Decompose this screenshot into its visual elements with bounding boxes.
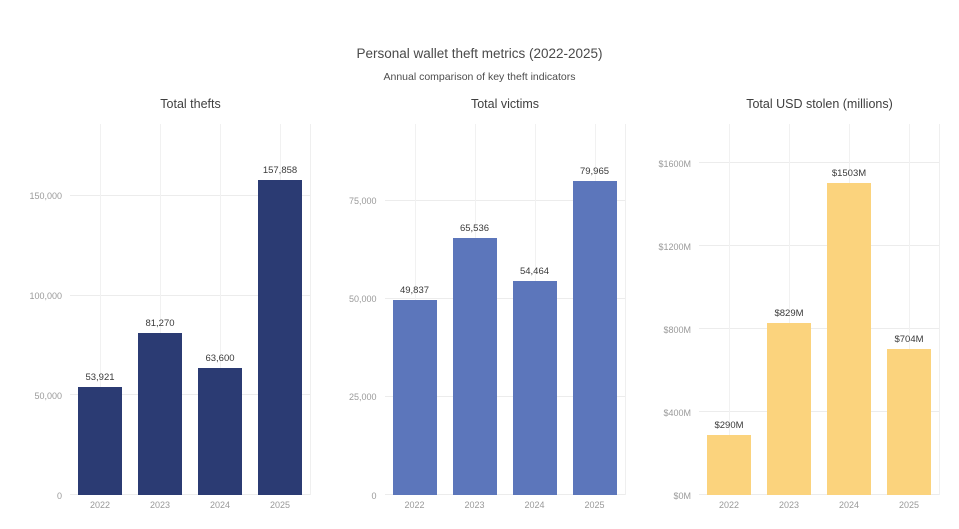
- plot-area: $0M $400M $800M $1200M $1600M $290M 2022 $829M 2…: [658, 124, 940, 510]
- x-tick-label: 2022: [718, 500, 740, 510]
- y-gridline: [699, 245, 939, 247]
- y-tick-label: 25,000: [348, 392, 377, 403]
- y-tick-label: $400M: [663, 407, 691, 418]
- bar-value-label: 54,464: [519, 266, 550, 278]
- bar-2022: [78, 387, 122, 495]
- x-gridline: [160, 124, 161, 495]
- chart-panel-total-victims: Total victims 0 25,000 50,000 75,000 49,837 2…: [333, 97, 627, 510]
- y-tick-label: 150,000: [29, 191, 62, 202]
- y-tick-label: 100,000: [29, 291, 62, 302]
- y-tick-label: 0: [56, 490, 62, 501]
- y-tick-label: 50,000: [34, 390, 62, 401]
- y-gridline: [384, 297, 625, 299]
- x-tick-label: 2025: [584, 500, 605, 510]
- bar-value-label: 157,858: [262, 165, 298, 177]
- bar-2022: [392, 299, 437, 495]
- y-gridline: [70, 194, 310, 196]
- y-tick-label: 50,000: [348, 294, 377, 305]
- x-gridline: [220, 124, 221, 495]
- bar-value-label: $704M: [894, 334, 924, 346]
- bar-2025: [258, 180, 302, 495]
- y-tick-label: 75,000: [348, 196, 377, 207]
- bar-2023: [767, 323, 811, 495]
- x-tick-label: 2024: [524, 500, 545, 510]
- bar-2025: [887, 349, 931, 495]
- y-gridline: [384, 199, 625, 201]
- y-gridline: [699, 494, 939, 495]
- y-gridline: [699, 328, 939, 330]
- figure-header: Personal wallet theft metrics (2022-2025…: [0, 0, 959, 84]
- y-tick-label: $0M: [673, 490, 691, 501]
- chart-title: Total USD stolen (millions): [746, 97, 893, 111]
- x-tick-label: 2022: [404, 500, 425, 510]
- plot-area: 0 25,000 50,000 75,000 49,837 2022 65,536 2023 5…: [349, 124, 626, 510]
- chart-panel-total-thefts: Total thefts 0 50,000 100,000 150,000 53,921…: [18, 97, 312, 510]
- y-tick-label: $1600M: [658, 158, 691, 169]
- x-tick-label: 2023: [778, 500, 800, 510]
- x-tick-label: 2022: [89, 500, 111, 510]
- y-gridline: [70, 394, 310, 396]
- bar-2023: [138, 332, 182, 495]
- bar-value-label: $1503M: [831, 168, 867, 180]
- bar-value-label: 81,270: [145, 317, 175, 329]
- y-gridline: [70, 294, 310, 296]
- bar-value-label: 53,921: [85, 372, 115, 384]
- x-gridline: [100, 124, 101, 495]
- y-tick-label: $800M: [663, 324, 691, 335]
- x-tick-label: 2023: [149, 500, 171, 510]
- y-gridline: [70, 494, 310, 495]
- bar-value-label: 65,536: [459, 222, 490, 234]
- figure-subtitle: Annual comparison of key theft indicator…: [383, 71, 576, 83]
- y-tick-label: $1200M: [658, 241, 691, 252]
- figure-title: Personal wallet theft metrics (2022-2025…: [356, 46, 603, 61]
- y-gridline: [699, 411, 939, 413]
- bar-2024: [512, 281, 557, 495]
- x-tick-label: 2024: [209, 500, 231, 510]
- plot-area: 0 50,000 100,000 150,000 53,921 2022 81,270 202…: [29, 124, 311, 510]
- y-gridline: [384, 494, 625, 495]
- chart-title: Total thefts: [160, 97, 221, 111]
- x-tick-label: 2023: [464, 500, 485, 510]
- bar-value-label: $829M: [774, 308, 804, 320]
- bar-value-label: 49,837: [399, 284, 430, 296]
- bar-2024: [827, 183, 871, 495]
- bar-2023: [452, 237, 497, 495]
- bar-value-label: $290M: [714, 419, 744, 431]
- y-gridline: [699, 162, 939, 164]
- chart-panel-total-usd-stolen: Total USD stolen (millions) $0M $400M $800…: [647, 97, 941, 510]
- x-tick-label: 2025: [898, 500, 920, 510]
- x-tick-label: 2025: [269, 500, 291, 510]
- y-gridline: [384, 395, 625, 397]
- chart-title: Total victims: [470, 97, 540, 111]
- bar-value-label: 63,600: [205, 353, 235, 365]
- x-gridline: [909, 124, 910, 495]
- x-gridline: [789, 124, 790, 495]
- y-tick-label: 0: [371, 490, 377, 501]
- x-gridline: [729, 124, 730, 495]
- charts-row: Total thefts 0 50,000 100,000 150,000 53,921…: [18, 97, 941, 510]
- x-tick-label: 2024: [838, 500, 860, 510]
- bar-2024: [198, 368, 242, 495]
- bar-2025: [572, 181, 617, 495]
- bar-2022: [707, 434, 751, 495]
- bar-value-label: 79,965: [579, 166, 610, 178]
